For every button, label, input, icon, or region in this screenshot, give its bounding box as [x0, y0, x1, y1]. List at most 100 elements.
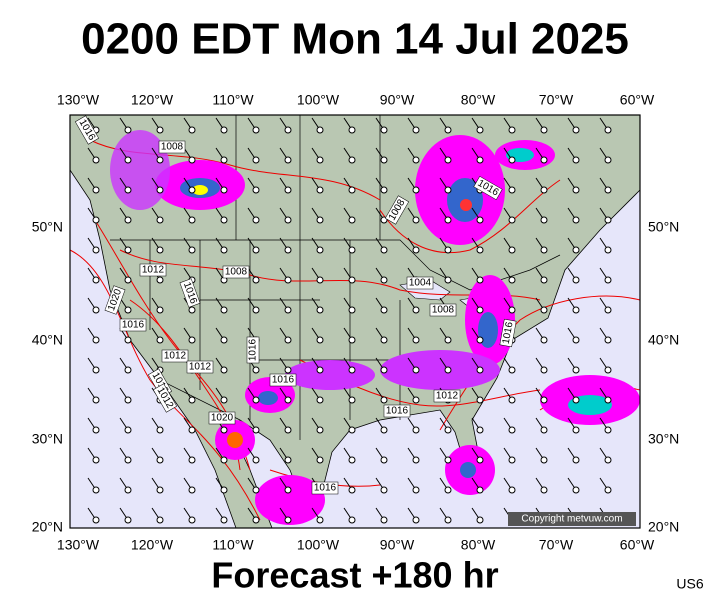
isobar-label-text: 1020 — [211, 413, 234, 424]
station — [380, 126, 388, 134]
station — [92, 306, 100, 314]
station — [124, 336, 132, 344]
isobar-label-box — [139, 263, 167, 277]
isobar-label: 1016 — [383, 404, 411, 418]
station — [252, 306, 260, 314]
station — [188, 426, 196, 434]
isobar-label: 1016 — [246, 336, 260, 364]
lon-label-top: 130°W — [57, 92, 100, 108]
station — [572, 336, 580, 344]
station — [572, 216, 580, 224]
forecast-label: Forecast +180 hr — [211, 555, 498, 596]
station — [444, 516, 452, 524]
isobar-label-box — [208, 411, 236, 425]
station — [540, 276, 548, 284]
station — [348, 216, 356, 224]
station — [284, 366, 292, 374]
station — [92, 456, 100, 464]
station — [380, 336, 388, 344]
station — [220, 426, 228, 434]
station — [604, 186, 612, 194]
lon-label-bottom: 110°W — [212, 537, 254, 553]
station — [508, 456, 516, 464]
station — [476, 126, 484, 134]
station — [412, 396, 420, 404]
station — [252, 366, 260, 374]
isobar-label-box — [179, 278, 201, 308]
isobar-label-box — [269, 373, 297, 387]
station — [412, 126, 420, 134]
lat-label-right: 20°N — [648, 519, 679, 535]
station — [604, 306, 612, 314]
lat-label-right: 50°N — [648, 219, 679, 235]
station — [444, 156, 452, 164]
station — [124, 306, 132, 314]
isobar-label-text: 1004 — [409, 278, 432, 289]
isobar-label-box — [406, 276, 434, 290]
station — [444, 456, 452, 464]
station — [220, 366, 228, 374]
station — [476, 366, 484, 374]
lon-label-top: 60°W — [620, 92, 655, 108]
isobar-label-box — [186, 360, 214, 374]
station — [92, 396, 100, 404]
station — [508, 306, 516, 314]
station — [156, 486, 164, 494]
station — [284, 246, 292, 254]
station — [412, 246, 420, 254]
lon-label-bottom: 70°W — [539, 537, 574, 553]
station — [156, 126, 164, 134]
station — [476, 306, 484, 314]
station — [412, 426, 420, 434]
isobar-label-box — [473, 175, 503, 201]
lon-label-top: 80°W — [461, 92, 496, 108]
station — [380, 246, 388, 254]
station — [316, 456, 324, 464]
station — [284, 306, 292, 314]
station — [284, 426, 292, 434]
isobar-label-box — [311, 481, 339, 495]
isobar-label: 1008 — [222, 265, 250, 279]
station — [220, 456, 228, 464]
station — [348, 276, 356, 284]
lon-label-top: 120°W — [131, 92, 174, 108]
station — [124, 456, 132, 464]
lat-label-left: 50°N — [32, 219, 63, 235]
station — [348, 156, 356, 164]
isobar-label: 1008 — [158, 140, 186, 154]
station — [348, 186, 356, 194]
station — [476, 456, 484, 464]
station — [604, 486, 612, 494]
station — [412, 486, 420, 494]
station — [316, 156, 324, 164]
isobar-label-text: 1016 — [248, 338, 259, 361]
station — [540, 246, 548, 254]
station — [508, 366, 516, 374]
station — [220, 306, 228, 314]
lon-label-bottom: 120°W — [131, 537, 174, 553]
station — [604, 456, 612, 464]
station — [380, 396, 388, 404]
station — [348, 246, 356, 254]
station — [316, 426, 324, 434]
station — [572, 396, 580, 404]
isobar-label: 1008 — [429, 303, 457, 317]
station — [444, 366, 452, 374]
station — [508, 426, 516, 434]
station — [284, 186, 292, 194]
station — [572, 186, 580, 194]
isobar-label-text: 1008 — [225, 267, 248, 278]
station — [284, 126, 292, 134]
station — [316, 126, 324, 134]
isobar-label-text: 1012 — [164, 351, 187, 362]
station — [188, 486, 196, 494]
map-frame — [69, 114, 641, 529]
station — [220, 396, 228, 404]
station — [476, 426, 484, 434]
station — [252, 156, 260, 164]
station — [156, 456, 164, 464]
station — [92, 516, 100, 524]
station — [380, 306, 388, 314]
station — [572, 126, 580, 134]
